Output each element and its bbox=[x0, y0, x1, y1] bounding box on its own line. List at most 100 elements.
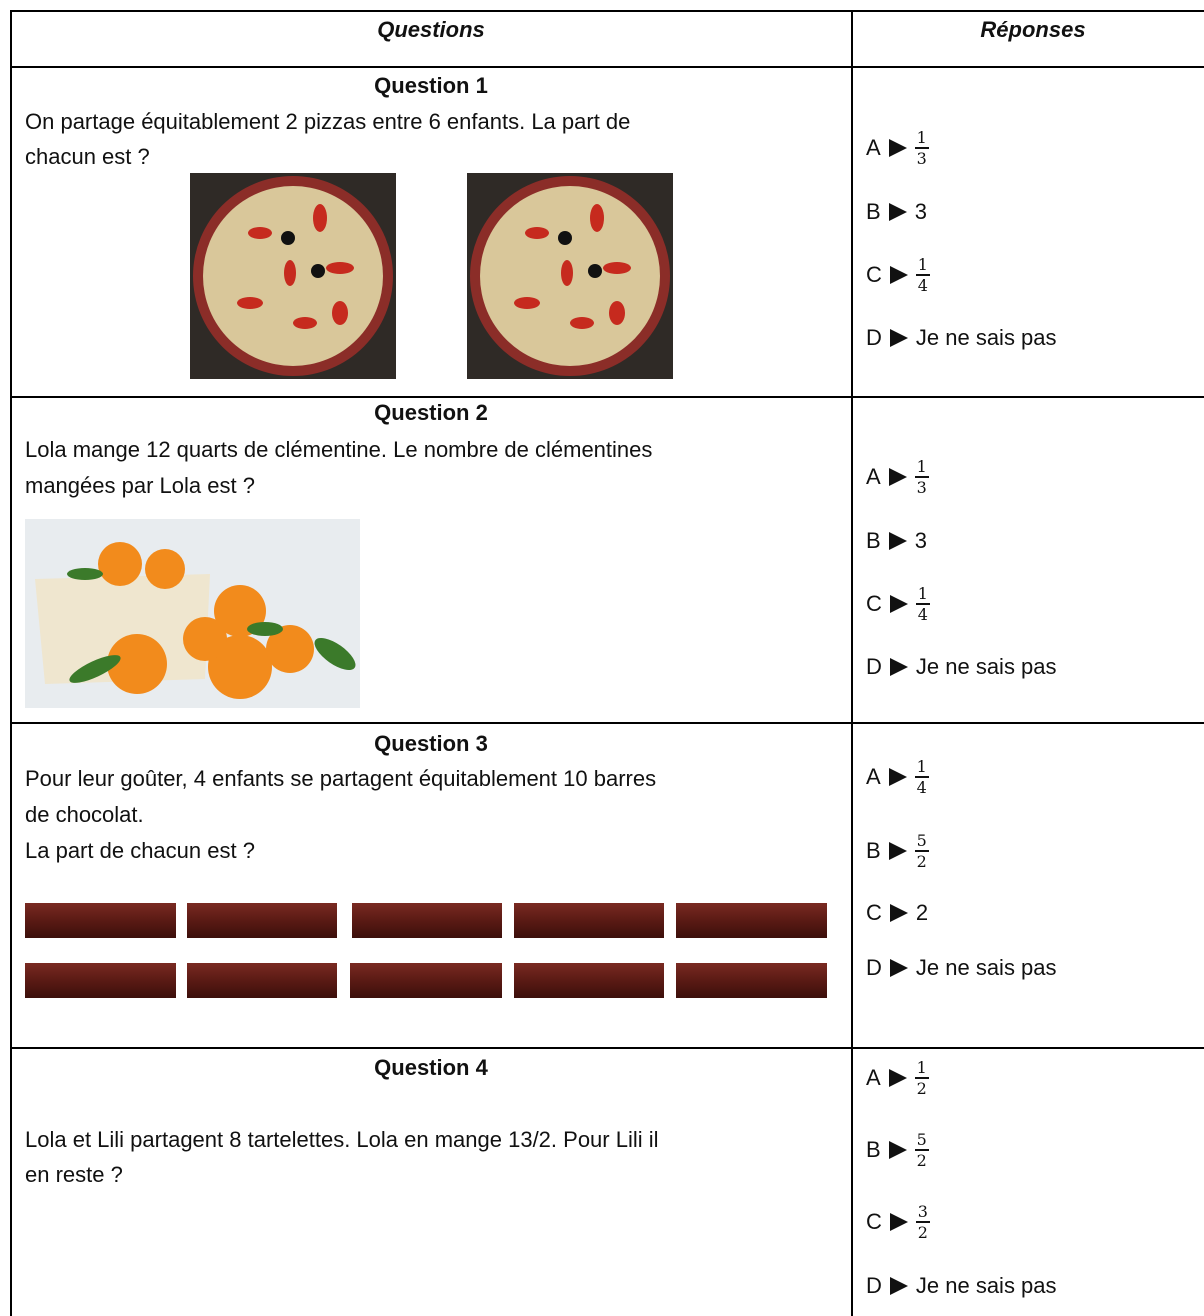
answer-text: 2 bbox=[915, 900, 929, 925]
answer-marker bbox=[888, 842, 907, 860]
question-text: en reste ? bbox=[25, 1162, 123, 1187]
fraction-bar bbox=[915, 1221, 930, 1223]
numerator: 5 bbox=[916, 1130, 927, 1149]
answer-marker bbox=[889, 904, 908, 922]
answer-text: Je ne sais pas bbox=[915, 325, 1057, 350]
numerator: 1 bbox=[916, 128, 927, 147]
question-text: Lola mange 12 quarts de clémentine. Le n… bbox=[25, 437, 653, 462]
question-text: chacun est ? bbox=[25, 144, 150, 169]
numerator: 1 bbox=[916, 457, 927, 476]
fraction-bar bbox=[914, 147, 929, 149]
fraction-bar bbox=[915, 274, 930, 276]
numerator: 5 bbox=[916, 831, 927, 850]
answer-text: Je ne sais pas bbox=[915, 654, 1057, 679]
answer-marker bbox=[889, 658, 908, 676]
numerator: 1 bbox=[916, 757, 927, 776]
border bbox=[10, 10, 1204, 12]
answer-letter: A bbox=[866, 764, 881, 789]
numerator: 1 bbox=[916, 1058, 927, 1077]
answer-marker bbox=[888, 139, 907, 157]
question-title: Question 4 bbox=[374, 1055, 488, 1080]
fraction-bar bbox=[914, 1077, 929, 1079]
border bbox=[10, 396, 1204, 398]
answer-marker bbox=[889, 595, 908, 613]
question-title: Question 1 bbox=[374, 73, 488, 98]
answer-marker bbox=[889, 1277, 908, 1295]
pizza-image bbox=[190, 173, 396, 379]
numerator: 3 bbox=[917, 1202, 928, 1221]
fraction-bar bbox=[914, 850, 929, 852]
answer-marker bbox=[888, 468, 907, 486]
answer-letter: A bbox=[866, 464, 881, 489]
denominator: 4 bbox=[916, 778, 927, 797]
answer-marker bbox=[888, 532, 907, 550]
answer-letter: C bbox=[866, 1209, 882, 1234]
question-text: On partage équitablement 2 pizzas entre … bbox=[25, 109, 631, 134]
fraction-bar bbox=[914, 1149, 929, 1151]
answer-letter: B bbox=[866, 838, 881, 863]
answer: D Je ne sais pas bbox=[866, 955, 1057, 981]
answer-letter: C bbox=[866, 262, 882, 287]
chocolate-image bbox=[25, 903, 827, 998]
answer-letter: B bbox=[866, 1137, 881, 1162]
answer-text: 3 bbox=[914, 528, 927, 553]
denominator: 4 bbox=[917, 605, 928, 624]
fraction-bar bbox=[914, 776, 929, 778]
answer-text: Je ne sais pas bbox=[915, 1273, 1057, 1298]
answer-letter: D bbox=[866, 1273, 882, 1298]
answer: D Je ne sais pas bbox=[866, 1273, 1057, 1299]
border bbox=[10, 10, 12, 1316]
answer-marker bbox=[888, 768, 907, 786]
header-questions: Questions bbox=[377, 17, 485, 42]
answer: D Je ne sais pas bbox=[866, 325, 1057, 351]
numerator: 1 bbox=[917, 255, 928, 274]
denominator: 2 bbox=[916, 1079, 927, 1098]
border bbox=[10, 66, 1204, 68]
denominator: 3 bbox=[916, 149, 927, 168]
answer-letter: C bbox=[866, 900, 882, 925]
answer-letter: B bbox=[866, 199, 881, 224]
fraction-bar bbox=[915, 603, 930, 605]
denominator: 4 bbox=[917, 276, 928, 295]
answer: D Je ne sais pas bbox=[866, 654, 1057, 680]
answer-marker bbox=[888, 1141, 907, 1159]
header-answers: Réponses bbox=[980, 17, 1086, 42]
question-title: Question 3 bbox=[374, 731, 488, 756]
answer-marker bbox=[888, 203, 907, 221]
numerator: 1 bbox=[917, 584, 928, 603]
pizza-image bbox=[467, 173, 673, 379]
answer-marker bbox=[889, 266, 908, 284]
answer-letter: A bbox=[866, 135, 881, 160]
question-title: Question 2 bbox=[374, 400, 488, 425]
border bbox=[10, 722, 1204, 724]
question-text: La part de chacun est ? bbox=[25, 838, 255, 863]
answer-letter: C bbox=[866, 591, 882, 616]
answer-marker bbox=[889, 959, 908, 977]
answer-letter: D bbox=[866, 955, 882, 980]
answer-letter: D bbox=[866, 325, 882, 350]
answer-letter: B bbox=[866, 528, 881, 553]
border bbox=[851, 10, 853, 1316]
clementine-image bbox=[25, 519, 360, 708]
answer-letter: A bbox=[866, 1065, 881, 1090]
answer-marker bbox=[889, 329, 908, 347]
